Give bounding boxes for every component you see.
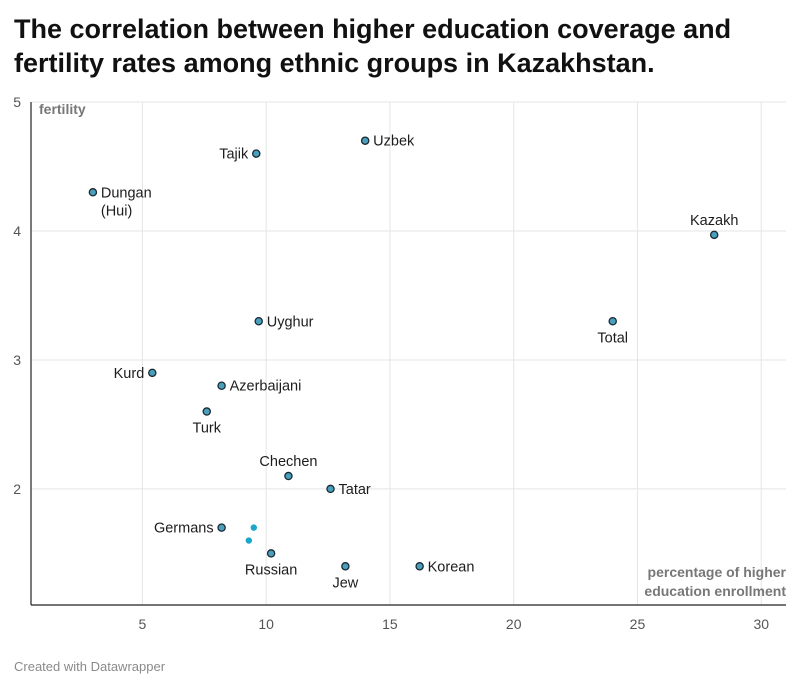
data-label: Tajik	[219, 147, 249, 163]
data-label: Korean	[428, 559, 475, 575]
data-point	[202, 407, 212, 416]
data-label: Tatar	[339, 482, 371, 498]
data-point	[254, 317, 263, 326]
x-axis-title: education enrollment	[644, 583, 786, 599]
data-label: Germans	[154, 521, 214, 537]
data-point	[360, 136, 370, 145]
data-label: (Hui)	[101, 203, 132, 219]
data-point	[217, 381, 226, 390]
unlabeled-point	[250, 524, 257, 531]
data-point	[148, 368, 157, 378]
y-tick-label: 2	[13, 481, 21, 497]
data-label: Kurd	[114, 366, 145, 382]
unlabeled-point	[245, 537, 253, 544]
data-point	[217, 523, 226, 532]
data-point	[709, 230, 719, 240]
data-point	[415, 562, 424, 571]
data-label: Azerbaijani	[230, 379, 302, 395]
chart-title: The correlation between higher education…	[14, 12, 794, 80]
data-point	[284, 471, 293, 481]
axes: 5 10 15 20 25 30 2 3 4 5 fertility percentage of hi…	[13, 94, 786, 632]
data-point	[252, 149, 261, 158]
y-tick-label: 5	[13, 94, 21, 110]
y-tick-label: 3	[13, 352, 21, 368]
data-label: Total	[597, 330, 628, 346]
data-label: Russian	[245, 562, 297, 578]
chart-title-line-2: fertility rates among ethnic groups in K…	[14, 48, 655, 78]
data-label: Uyghur	[267, 314, 314, 330]
data-labels: Uzbek Tajik Dungan (Hui) Kazakh Uyghur Total Ku…	[101, 134, 739, 592]
gridlines	[31, 101, 786, 605]
x-tick-label: 20	[506, 616, 522, 632]
data-point	[266, 549, 276, 558]
x-tick-label: 15	[382, 616, 398, 632]
data-label: Dungan	[101, 185, 152, 201]
y-tick-label: 4	[13, 223, 21, 239]
data-label: Uzbek	[373, 134, 415, 150]
data-label: Jew	[332, 575, 358, 591]
chart-title-line-1: The correlation between higher education…	[14, 14, 732, 44]
x-tick-label: 5	[138, 616, 146, 632]
data-label: Turk	[193, 421, 222, 437]
data-point	[88, 188, 98, 197]
data-label: Chechen	[259, 454, 317, 470]
data-point	[326, 484, 335, 494]
x-axis-title: percentage of higher	[648, 564, 787, 580]
data-point	[608, 317, 617, 326]
data-point	[341, 562, 350, 571]
data-label: Kazakh	[690, 213, 738, 229]
x-tick-label: 30	[753, 616, 769, 632]
credit-footer: Created with Datawrapper	[14, 659, 166, 674]
x-tick-label: 10	[258, 616, 274, 632]
x-tick-label: 25	[630, 616, 646, 632]
y-axis-title: fertility	[39, 101, 86, 117]
data-points	[88, 136, 719, 571]
